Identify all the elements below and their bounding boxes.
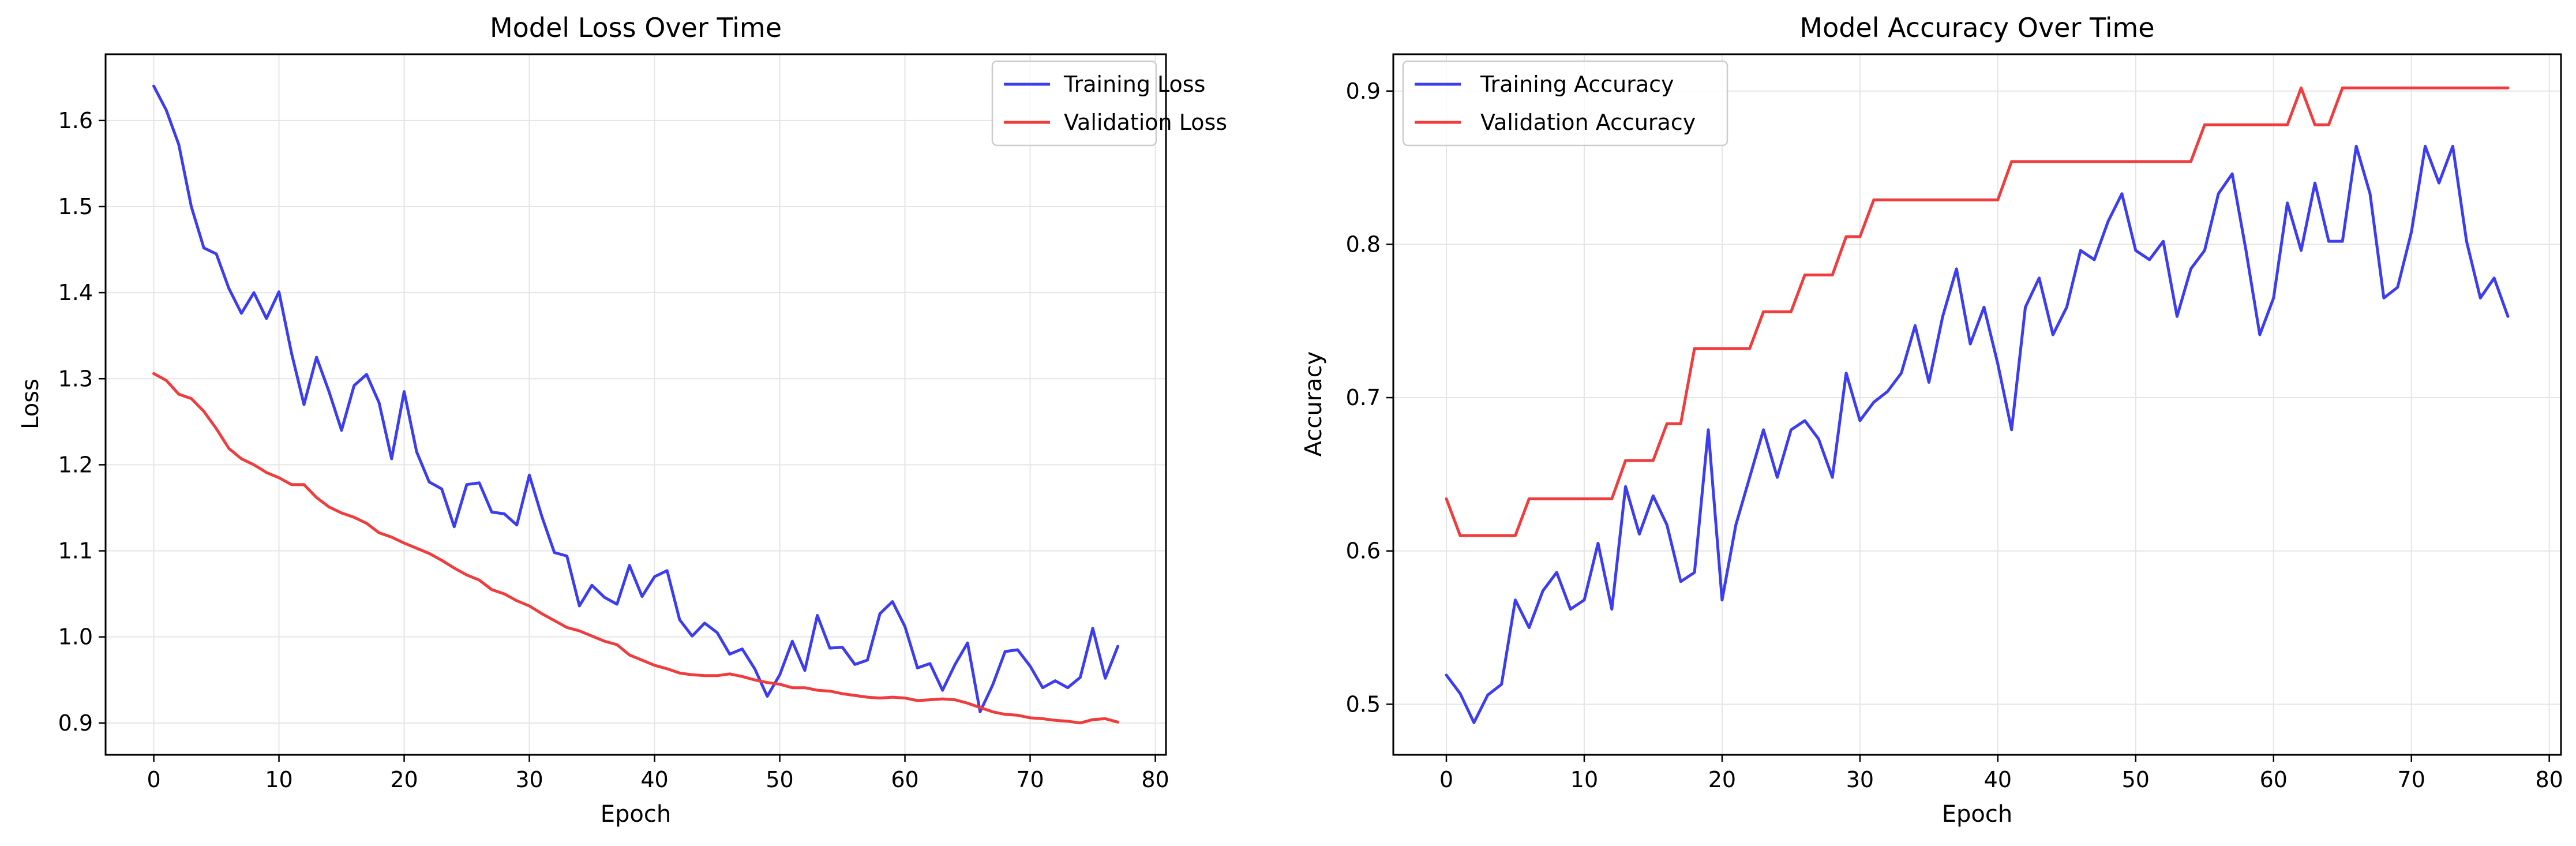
loss-legend-label-validation: Validation Loss bbox=[1064, 110, 1227, 135]
accuracy-x-tick-label: 10 bbox=[1570, 767, 1598, 792]
loss-y-tick-label: 1.6 bbox=[58, 108, 93, 133]
loss-x-tick-label: 80 bbox=[1141, 767, 1169, 792]
loss-y-axis-label: Loss bbox=[17, 379, 44, 429]
loss-chart-title: Model Loss Over Time bbox=[490, 12, 782, 43]
accuracy-legend-label-training: Training Accuracy bbox=[1480, 72, 1674, 97]
loss-y-tick-label: 1.4 bbox=[58, 280, 93, 305]
accuracy-chart-title: Model Accuracy Over Time bbox=[1799, 12, 2154, 43]
accuracy-x-tick-label: 0 bbox=[1439, 767, 1453, 792]
accuracy-y-tick-label: 0.9 bbox=[1346, 78, 1381, 104]
accuracy-x-tick-label: 80 bbox=[2536, 767, 2563, 792]
accuracy-validation-line bbox=[1445, 86, 2510, 537]
accuracy-x-tick-label: 50 bbox=[2122, 767, 2150, 792]
accuracy-x-axis-label: Epoch bbox=[1942, 801, 2012, 828]
accuracy-x-tick-label: 20 bbox=[1708, 767, 1736, 792]
loss-x-tick-label: 10 bbox=[265, 767, 293, 792]
loss-legend-box bbox=[991, 60, 1157, 147]
loss-x-tick-label: 60 bbox=[891, 767, 918, 792]
loss-y-tick-label: 1.0 bbox=[58, 624, 93, 650]
loss-x-tick-label: 20 bbox=[390, 767, 418, 792]
accuracy-plot-frame bbox=[1392, 53, 2562, 756]
accuracy-ticks: 0 10 20 30 40 50 60 70 80 0.5 0.6 0.7 0.8 0.9 bbox=[1346, 78, 2563, 792]
loss-ticks: 0 10 20 30 40 50 60 70 80 0.9 1.0 1.1 1.2 1.3 1.4 1.5 1.… bbox=[58, 108, 1169, 792]
accuracy-y-tick-label: 0.7 bbox=[1346, 385, 1381, 410]
loss-training-line bbox=[152, 84, 1119, 713]
loss-x-tick-label: 0 bbox=[147, 767, 160, 792]
loss-grid bbox=[106, 54, 1166, 755]
accuracy-training-line bbox=[1445, 144, 2510, 724]
loss-x-tick-label: 70 bbox=[1016, 767, 1044, 792]
accuracy-y-tick-label: 0.5 bbox=[1346, 691, 1381, 717]
loss-legend-label-training: Training Loss bbox=[1063, 72, 1205, 97]
loss-chart: Model Loss Over Time 0 10 20 30 40 50 60 70 80 0.… bbox=[17, 12, 1227, 828]
loss-validation-line bbox=[152, 372, 1119, 725]
accuracy-x-tick-label: 60 bbox=[2260, 767, 2288, 792]
accuracy-y-tick-label: 0.8 bbox=[1346, 231, 1381, 257]
loss-y-tick-label: 0.9 bbox=[58, 710, 93, 736]
loss-x-axis-label: Epoch bbox=[601, 801, 671, 828]
accuracy-x-tick-label: 40 bbox=[1984, 767, 2012, 792]
loss-y-tick-label: 1.5 bbox=[58, 194, 93, 219]
accuracy-legend-box bbox=[1402, 60, 1728, 147]
accuracy-x-tick-label: 70 bbox=[2398, 767, 2425, 792]
accuracy-chart: Model Accuracy Over Time 0 10 20 30 40 50 60 70… bbox=[1300, 12, 2563, 828]
loss-y-tick-label: 1.1 bbox=[58, 538, 93, 564]
loss-y-tick-label: 1.3 bbox=[58, 366, 93, 391]
accuracy-series bbox=[1445, 86, 2510, 724]
accuracy-x-tick-label: 30 bbox=[1846, 767, 1874, 792]
accuracy-grid bbox=[1393, 54, 2561, 755]
accuracy-y-tick-label: 0.6 bbox=[1346, 538, 1381, 564]
loss-x-tick-label: 30 bbox=[515, 767, 543, 792]
loss-x-tick-label: 50 bbox=[766, 767, 793, 792]
loss-x-tick-label: 40 bbox=[640, 767, 668, 792]
loss-y-tick-label: 1.2 bbox=[58, 452, 93, 477]
accuracy-legend-label-validation: Validation Accuracy bbox=[1480, 110, 1696, 135]
loss-series bbox=[152, 84, 1119, 725]
loss-plot-frame bbox=[104, 53, 1167, 756]
loss-legend: Training Loss Validation Loss bbox=[991, 60, 1227, 147]
accuracy-legend: Training Accuracy Validation Accuracy bbox=[1402, 60, 1728, 147]
accuracy-y-axis-label: Accuracy bbox=[1300, 351, 1327, 457]
